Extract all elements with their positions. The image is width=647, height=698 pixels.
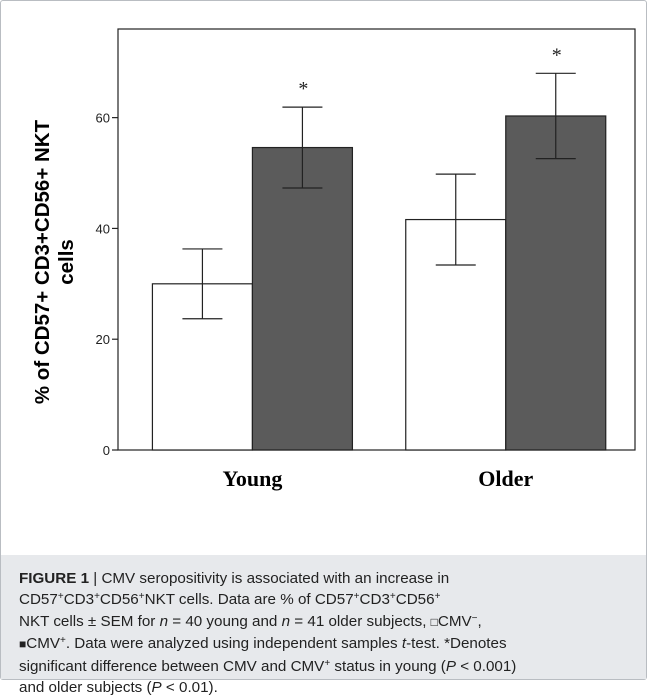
c2a: CD57 [19, 591, 58, 609]
sup-plus: + [57, 591, 64, 603]
caption-text-1: CMV seropositivity is associated with an… [101, 570, 450, 587]
sup-plus: + [353, 591, 360, 603]
significance-marker-older: * [552, 44, 562, 66]
bar-chart: % of CD57+ CD3+CD56+ NKT cells 0 20 40 60 * Y… [31, 28, 636, 491]
c5b: status in young ( [330, 657, 446, 675]
significance-marker-young: * [298, 78, 308, 100]
c2f: CD56 [395, 591, 435, 609]
x-category-label-older: Older [478, 466, 533, 491]
open-square-symbol: □ [430, 614, 438, 629]
caption-line-3: NKT cells ± SEM for n = 40 young and n =… [19, 611, 634, 633]
sup-minus: − [471, 612, 478, 624]
caption-text: FIGURE 1 | CMV seropositivity is associa… [19, 568, 634, 698]
sup-plus: + [434, 591, 441, 603]
bar-young-series-1 [251, 146, 354, 451]
c2b: CD3 [63, 591, 95, 609]
c3n: n [159, 612, 169, 630]
c6p: P [151, 679, 162, 697]
sup-plus: + [60, 635, 66, 647]
c6b: < 0.01). [161, 679, 218, 697]
c4t: t [401, 635, 407, 653]
c2c: CD56 [99, 591, 139, 609]
c4b: . Data were analyzed using independent s… [65, 635, 402, 653]
figure-caption: FIGURE 1 | CMV seropositivity is associa… [1, 555, 646, 696]
sup-plus: + [324, 657, 331, 669]
sup-plus: + [389, 591, 396, 603]
x-category-label-young: Young [222, 466, 282, 491]
y-axis-title-line-2: cells [55, 239, 78, 285]
y-tick-label-40: 40 [96, 221, 110, 236]
c3d: CMV [437, 612, 472, 630]
caption-separator: | [89, 570, 102, 587]
y-axis-title: % of CD57+ CD3+CD56+ NKT cells [31, 119, 78, 404]
caption-line-2: CD57+CD3+CD56+NKT cells. Data are % of C… [19, 589, 634, 610]
c3e: , [477, 612, 482, 630]
c4c: -test. *Denotes [406, 635, 507, 653]
y-tick-label-60: 60 [96, 111, 110, 126]
y-axis-title-line-1: % of CD57+ CD3+CD56+ NKT [31, 119, 54, 404]
c5p: P [445, 657, 456, 675]
caption-line-1: FIGURE 1 | CMV seropositivity is associa… [19, 568, 634, 589]
y-tick-label-0: 0 [103, 443, 110, 458]
c6a: and older subjects ( [19, 679, 152, 697]
sup-plus: + [138, 591, 145, 603]
filled-square-symbol: ■ [19, 637, 27, 652]
c3n2: n [281, 612, 291, 630]
caption-line-6: and older subjects (P < 0.01). [19, 677, 634, 698]
c3b: = 40 young and [168, 612, 282, 630]
c3c: = 41 older subjects, [290, 612, 431, 630]
figure-label: FIGURE 1 [19, 570, 90, 587]
c2d: NKT cells. Data are % of CD57 [144, 591, 354, 609]
c5c: < 0.001) [455, 657, 517, 675]
sup-plus: + [94, 591, 100, 603]
y-tick-label-20: 20 [96, 332, 110, 347]
caption-line-5: significant difference between CMV and C… [19, 656, 634, 677]
c5a: significant difference between CMV and C… [19, 657, 325, 675]
c2e: CD3 [359, 591, 390, 609]
caption-line-4: ■CMV+. Data were analyzed using independ… [19, 633, 634, 655]
c3a: NKT cells ± SEM for [19, 612, 160, 630]
c4a: CMV [26, 635, 60, 653]
bar-older-series-1 [505, 115, 607, 451]
